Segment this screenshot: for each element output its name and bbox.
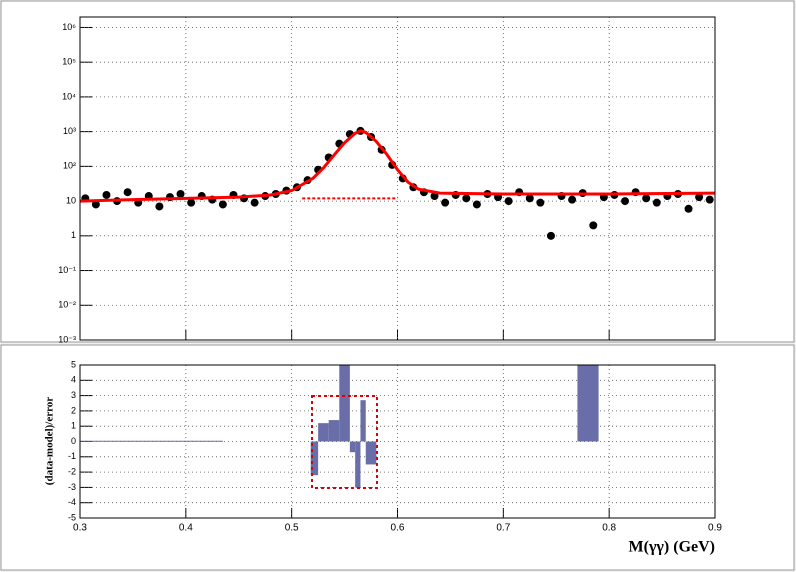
data-point bbox=[525, 194, 534, 203]
y-tick-label: 5 bbox=[71, 359, 76, 369]
fit-line bbox=[79, 129, 716, 203]
data-point bbox=[536, 198, 545, 207]
pull-bar bbox=[318, 423, 329, 442]
data-point bbox=[621, 197, 630, 206]
pull-bar bbox=[328, 420, 340, 442]
pull-bar bbox=[577, 365, 599, 442]
y-tick-label: 10 bbox=[66, 195, 76, 205]
pull-bar bbox=[339, 365, 350, 442]
y-tick-label: 10⁴ bbox=[62, 91, 76, 101]
data-point bbox=[218, 200, 227, 209]
y-tick-label: -3 bbox=[68, 482, 76, 492]
x-axis-label: M(γγ) (GeV) bbox=[629, 539, 715, 556]
pull-bar bbox=[355, 441, 361, 488]
y-tick-label: 10² bbox=[63, 161, 76, 171]
y-tick-label: -2 bbox=[68, 466, 76, 476]
plot-frame bbox=[79, 16, 716, 341]
y-tick-label: 4 bbox=[71, 375, 76, 385]
data-point bbox=[695, 193, 704, 202]
data-point bbox=[462, 194, 471, 203]
x-tick-label: 0.7 bbox=[496, 523, 510, 534]
data-point bbox=[250, 198, 259, 207]
y-tick-label: -5 bbox=[68, 512, 76, 522]
data-point bbox=[705, 195, 714, 204]
pull-bar bbox=[349, 441, 356, 453]
plot-frame bbox=[79, 364, 716, 519]
pull-bar bbox=[80, 440, 223, 442]
data-point bbox=[187, 198, 196, 207]
x-tick-label: 0.8 bbox=[602, 523, 616, 534]
y-tick-label: 10⁻² bbox=[58, 300, 76, 310]
data-point bbox=[652, 198, 661, 207]
x-tick-label: 0.6 bbox=[391, 523, 405, 534]
data-point bbox=[568, 195, 577, 204]
data-point bbox=[472, 200, 481, 209]
y-tick-label: 2 bbox=[71, 405, 76, 415]
highlight-box bbox=[311, 395, 378, 489]
data-point bbox=[176, 190, 185, 199]
pull-bar bbox=[365, 441, 377, 465]
y-tick-label: 1 bbox=[71, 230, 76, 240]
data-point bbox=[430, 192, 439, 201]
x-tick-label: 0.3 bbox=[73, 523, 87, 534]
y-tick-label: 0 bbox=[71, 436, 76, 446]
y-tick-label: 1 bbox=[71, 421, 76, 431]
data-point bbox=[123, 188, 132, 197]
y-tick-label: 10⁶ bbox=[62, 22, 76, 32]
y-tick-label: -1 bbox=[68, 451, 76, 461]
data-point bbox=[642, 194, 651, 203]
x-tick-label: 0.5 bbox=[285, 523, 299, 534]
x-tick-label: 0.9 bbox=[708, 523, 722, 534]
data-point bbox=[546, 231, 555, 240]
y-tick-label: 10⁵ bbox=[62, 57, 76, 67]
y-axis-label: (data-model)/error bbox=[44, 397, 56, 485]
y-tick-label: 10⁻³ bbox=[58, 334, 76, 344]
data-point bbox=[504, 197, 513, 206]
data-point bbox=[91, 200, 100, 209]
y-tick-label: 10⁻¹ bbox=[58, 265, 76, 275]
data-point bbox=[441, 198, 450, 207]
pull-bar bbox=[310, 441, 319, 476]
data-point bbox=[684, 204, 693, 213]
y-tick-label: -4 bbox=[68, 497, 76, 507]
data-point bbox=[589, 221, 598, 230]
data-point bbox=[155, 202, 164, 211]
x-tick-label: 0.4 bbox=[179, 523, 193, 534]
y-tick-label: 3 bbox=[71, 390, 76, 400]
pull-bar bbox=[360, 400, 366, 442]
y-tick-label: 10³ bbox=[63, 126, 76, 136]
data-point bbox=[102, 190, 111, 199]
